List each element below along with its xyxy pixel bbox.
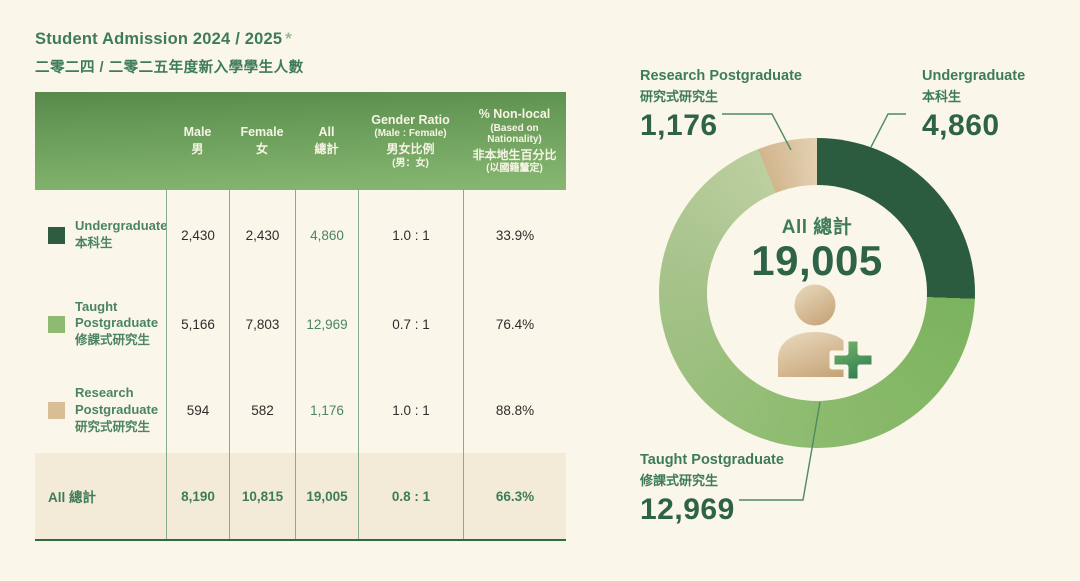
admission-table: Male 男 Female 女 All 總計 Gender Ratio (Mal… (35, 92, 566, 541)
callout-undergraduate: Undergraduate 本科生 4,860 (922, 68, 1026, 142)
research-postgraduate-swatch (48, 402, 65, 419)
cell-ug-ratio: 1.0 : 1 (358, 190, 463, 280)
col-header-all: All 總計 (314, 125, 339, 156)
person-plus-icon (763, 283, 883, 384)
cell-tpg-all: 12,969 (295, 280, 358, 368)
row-label-total: All 總計 (48, 490, 97, 505)
table-body: Undergraduate 本科生 2,430 2,430 4,860 1.0 … (35, 190, 566, 541)
callout-taught-postgraduate: Taught Postgraduate 修課式研究生 12,969 (640, 452, 784, 526)
cell-total-ratio: 0.8 : 1 (358, 453, 463, 539)
table-row-undergraduate: Undergraduate 本科生 2,430 2,430 4,860 1.0 … (35, 190, 566, 280)
page-title: Student Admission 2024 / 2025 * (35, 30, 304, 49)
table-row-total: All 總計 8,190 10,815 19,005 0.8 : 1 66.3% (35, 453, 566, 539)
cell-ug-male: 2,430 (166, 190, 229, 280)
cell-rpg-female: 582 (229, 368, 295, 453)
cell-rpg-ratio: 1.0 : 1 (358, 368, 463, 453)
cell-total-all: 19,005 (295, 453, 358, 539)
title-asterisk: * (285, 30, 292, 48)
donut-chart: All 總計 19,005 (659, 138, 975, 448)
cell-rpg-nonlocal: 88.8% (463, 368, 566, 453)
undergraduate-swatch (48, 226, 65, 244)
taught-postgraduate-swatch (48, 315, 65, 333)
cell-tpg-ratio: 0.7 : 1 (358, 280, 463, 368)
cell-tpg-male: 5,166 (166, 280, 229, 368)
row-label-undergraduate: Undergraduate 本科生 (35, 190, 167, 280)
research-postgraduate-value: 1,176 (640, 108, 718, 142)
col-header-female: Female 女 (240, 125, 284, 156)
col-header-gender-ratio: Gender Ratio (Male : Female) 男女比例 (男：女) (371, 112, 450, 169)
donut-center-value: 19,005 (751, 237, 883, 284)
undergraduate-value: 4,860 (922, 108, 1000, 142)
cell-rpg-male: 594 (166, 368, 229, 453)
col-header-empty (35, 92, 166, 190)
taught-postgraduate-value: 12,969 (640, 492, 735, 526)
callout-research-postgraduate: Research Postgraduate 研究式研究生 1,176 (640, 68, 802, 142)
donut-center: All 總計 19,005 (707, 185, 927, 401)
table-header-row: Male 男 Female 女 All 總計 Gender Ratio (Mal… (35, 92, 566, 190)
cell-tpg-female: 7,803 (229, 280, 295, 368)
col-header-nonlocal: % Non-local (Based on Nationality) 非本地生百… (472, 107, 557, 175)
title-block: Student Admission 2024 / 2025 * 二零二四 / 二零… (35, 30, 304, 77)
row-label-research-postgraduate: Research Postgraduate 研究式研究生 (35, 368, 166, 453)
donut-center-label: All 總計 (781, 217, 853, 238)
page-title-text: Student Admission 2024 / 2025 (35, 30, 283, 48)
table-row-research-postgraduate: Research Postgraduate 研究式研究生 594 582 1,1… (35, 368, 566, 453)
table-row-taught-postgraduate: Taught Postgraduate 修課式研究生 5,166 7,803 1… (35, 280, 566, 368)
cell-ug-female: 2,430 (229, 190, 295, 280)
cell-ug-all: 4,860 (295, 190, 358, 280)
cell-tpg-nonlocal: 76.4% (463, 280, 566, 368)
cell-total-male: 8,190 (166, 453, 229, 539)
page-title-chinese: 二零二四 / 二零二五年度新入學學生人數 (35, 60, 304, 76)
cell-total-nonlocal: 66.3% (463, 453, 566, 539)
col-header-male: Male 男 (183, 125, 212, 156)
cell-ug-nonlocal: 33.9% (463, 190, 566, 280)
cell-rpg-all: 1,176 (295, 368, 358, 453)
cell-total-female: 10,815 (229, 453, 295, 539)
row-label-taught-postgraduate: Taught Postgraduate 修課式研究生 (35, 280, 166, 368)
